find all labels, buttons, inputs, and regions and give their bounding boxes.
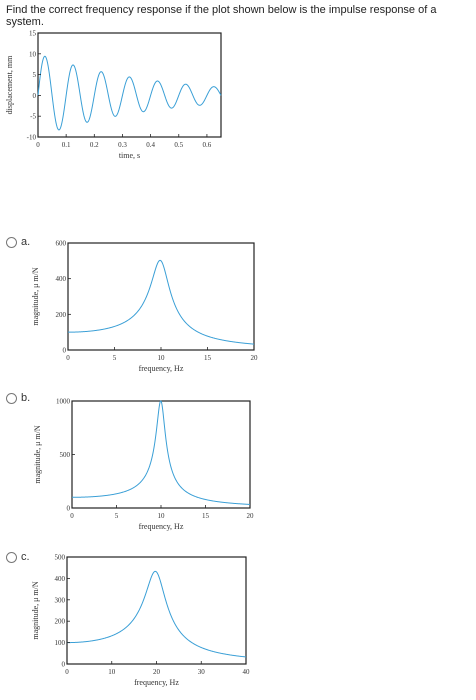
impulse-xtick-label: 0.1 [62,141,71,149]
option-c-xtick-label: 40 [243,668,251,676]
option-b-xtick-label: 15 [202,512,210,520]
option-a-radio[interactable] [6,236,17,248]
option-a-xtick-label: 5 [113,354,117,362]
impulse-ylabel: displacement, mm [5,55,14,114]
question-text: Find the correct frequency response if t… [6,4,437,28]
option-c-curve [66,570,247,658]
impulse-ytick-label: 0 [33,92,37,100]
impulse-ytick-label: 5 [33,71,37,79]
impulse-xtick-label: 0.5 [174,141,183,149]
impulse-curve [37,55,222,131]
impulse-ytick-label: -10 [27,134,37,142]
option-a-ytick-label: 0 [63,347,67,355]
impulse-ytick-label: -5 [30,113,36,121]
option-c-xlabel: frequency, Hz [134,678,179,687]
option-b-curve [71,400,251,505]
option-b-radio[interactable] [6,392,17,404]
option-c-ytick-label: 100 [55,639,66,647]
option-b-ytick-label: 1000 [56,398,71,406]
impulse-xlabel: time, s [119,151,140,160]
option-a-xtick-label: 20 [251,354,259,362]
option-c-xtick-label: 20 [153,668,161,676]
option-a-ytick-label: 600 [56,240,67,248]
impulse-frame [37,32,222,138]
option-b-xtick-label: 5 [115,512,119,520]
option-c-ytick-label: 200 [55,618,66,626]
option-b-xtick-label: 20 [247,512,255,520]
impulse-xtick-label: 0 [36,141,40,149]
option-c-xtick-label: 10 [108,668,116,676]
option-a-curve [67,259,255,345]
option-a-xlabel: frequency, Hz [139,364,184,373]
impulse-xtick-label: 0.3 [118,141,127,149]
option-a-xtick-label: 10 [158,354,166,362]
option-a-label: a. [21,236,31,248]
option-c-ylabel: magnitude, μ m/N [31,581,40,640]
option-a-xtick-label: 0 [66,354,70,362]
option-c-ytick-label: 0 [62,661,66,669]
option-b-ytick-label: 0 [67,505,71,513]
option-c-ytick-label: 500 [55,554,66,562]
option-b-label: b. [21,392,31,404]
option-c-xtick-label: 30 [198,668,206,676]
option-b[interactable]: b. [6,392,30,404]
option-c-ytick-label: 300 [55,596,66,604]
option-b-ylabel: magnitude, μ m/N [33,425,42,484]
option-a-xtick-label: 15 [204,354,212,362]
impulse-xtick-label: 0.4 [146,141,155,149]
option-b-frame [71,400,251,509]
option-c[interactable]: c. [6,551,30,563]
option-a-ytick-label: 200 [56,311,67,319]
option-c-radio[interactable] [6,551,17,563]
impulse-xtick-label: 0.2 [90,141,99,149]
option-a[interactable]: a. [6,236,30,248]
option-c-ytick-label: 400 [55,575,66,583]
option-c-frame [66,556,247,665]
option-a-frame [67,242,255,351]
option-b-xtick-label: 0 [70,512,74,520]
option-c-label: c. [21,551,30,563]
option-b-xlabel: frequency, Hz [139,522,184,531]
option-a-ylabel: magnitude, μ m/N [31,267,40,326]
impulse-ytick-label: 15 [29,30,37,38]
impulse-ytick-label: 10 [29,50,37,58]
option-b-ytick-label: 500 [60,451,71,459]
option-a-ytick-label: 400 [56,275,67,283]
option-c-xtick-label: 0 [65,668,69,676]
impulse-xtick-label: 0.6 [203,141,212,149]
option-b-xtick-label: 10 [158,512,166,520]
